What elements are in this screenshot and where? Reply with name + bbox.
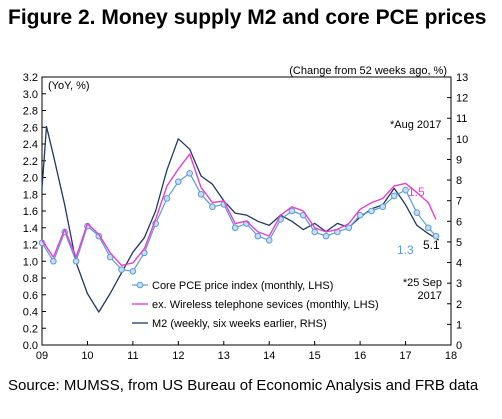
left-axis-tick-label: 1.6 [23, 206, 38, 218]
x-axis-tick-label: 10 [81, 350, 93, 362]
right-axis-tick-label: 3 [456, 278, 462, 290]
left-axis-tick-label: 1.2 [23, 240, 38, 252]
right-axis-tick-label: 0 [456, 340, 462, 352]
core-pce-point [50, 257, 57, 265]
core-pce-point [424, 224, 432, 232]
right-axis-tick-label: 7 [456, 196, 462, 208]
core-pce-point [311, 228, 318, 236]
left-axis-tick-label: 0.2 [23, 323, 38, 335]
m2-end-label: 5.1 [423, 238, 440, 252]
right-axis-tick-label: 1 [456, 319, 462, 331]
core-pce-point [163, 195, 171, 202]
left-axis-label: (YoY, %) [48, 80, 90, 92]
legend-m2-label: M2 (weekly, six weeks earlier, RHS) [152, 318, 327, 330]
figure-title: Figure 2. Money supply M2 and core PCE p… [8, 6, 487, 29]
x-axis-tick-label: 09 [36, 350, 48, 362]
left-axis-tick-label: 0.8 [23, 273, 38, 285]
core-pce-point [322, 232, 330, 240]
core-pce-point [356, 211, 364, 219]
left-axis-tick-label: 2.4 [23, 139, 38, 151]
left-axis-tick-label: 1.0 [23, 256, 38, 268]
core-pce-point [186, 170, 193, 177]
left-axis-tick-label: 1.8 [23, 189, 38, 201]
core-pce-point [129, 268, 137, 275]
x-axis-tick-label: 16 [354, 350, 366, 362]
wireless-series-line [41, 153, 437, 267]
core-pce-point [254, 232, 262, 240]
core-pce-point [209, 203, 216, 211]
core-pce-point [345, 224, 353, 232]
legend-core-pce-label: Core PCE price index (monthly, LHS) [152, 280, 333, 292]
core-pce-point [197, 190, 205, 198]
core-pce-point [288, 207, 296, 215]
left-axis-tick-label: 0.6 [23, 290, 38, 302]
x-axis-tick-label: 11 [127, 350, 138, 362]
left-axis-tick-label: 0.0 [23, 340, 38, 352]
core-pce-point [432, 232, 440, 240]
core-pce-point [72, 257, 80, 265]
x-axis-tick-label: 14 [263, 350, 275, 362]
right-axis-tick-label: 6 [456, 216, 462, 228]
core-pce-point [390, 192, 398, 200]
right-axis-tick-label: 9 [456, 154, 462, 166]
x-axis-tick-label: 15 [309, 350, 321, 362]
right-axis-tick-label: 2 [456, 299, 462, 311]
line-chart: 0.0 0.2 0.4 0.6 0.8 1.0 1.2 1.4 1.6 1.8 2.0 2.2 2.4 2… [23, 65, 469, 362]
core-pce-point [368, 207, 375, 215]
core-pce-end-label: 1.3 [397, 243, 414, 257]
core-pce-point [118, 266, 125, 273]
x-axis-tick-label: 17 [399, 350, 411, 362]
core-pce-point [413, 209, 421, 216]
x-axis-tick-label: 12 [172, 350, 184, 362]
core-pce-point [402, 186, 409, 194]
legend-core-pce-marker [136, 281, 144, 289]
right-axis-tick-label: 10 [456, 134, 468, 146]
left-axis-tick-label: 3.2 [23, 72, 38, 84]
left-axis-tick-label: 3.0 [23, 89, 38, 101]
core-pce-point [106, 253, 114, 261]
left-axis-tick-label: 2.2 [23, 156, 38, 168]
annotation-sep-2017: *25 Sep 2017 [403, 277, 442, 302]
x-axis-tick-label: 18 [445, 350, 457, 362]
left-axis-tick-label: 2.0 [23, 173, 38, 185]
right-axis-tick-label: 11 [456, 113, 467, 125]
legend-wireless-label: ex. Wireless telephone sevices (monthly,… [152, 299, 379, 311]
x-axis-tick-label: 13 [218, 350, 230, 362]
wireless-end-label: 1.5 [408, 185, 425, 199]
right-axis-tick-label: 8 [456, 175, 462, 187]
right-axis-tick-label: 12 [456, 93, 468, 105]
right-axis-tick-label: 13 [456, 72, 468, 84]
left-axis-tick-label: 2.6 [23, 122, 38, 134]
right-axis-tick-label: 5 [456, 237, 462, 249]
core-pce-point [265, 237, 273, 244]
source-note: Source: MUMSS, from US Bureau of Economi… [8, 377, 479, 394]
left-axis-tick-label: 0.4 [23, 307, 38, 319]
core-pce-point [379, 203, 387, 211]
core-pce-point [231, 224, 239, 232]
right-axis-label: (Change from 52 weeks ago, %) [289, 65, 447, 77]
left-axis-tick-label: 1.4 [23, 223, 38, 235]
left-axis-tick-label: 2.8 [23, 106, 38, 118]
annotation-aug-2017: *Aug 2017 [390, 119, 441, 131]
right-axis-tick-label: 4 [456, 258, 462, 270]
core-pce-point [175, 178, 182, 185]
